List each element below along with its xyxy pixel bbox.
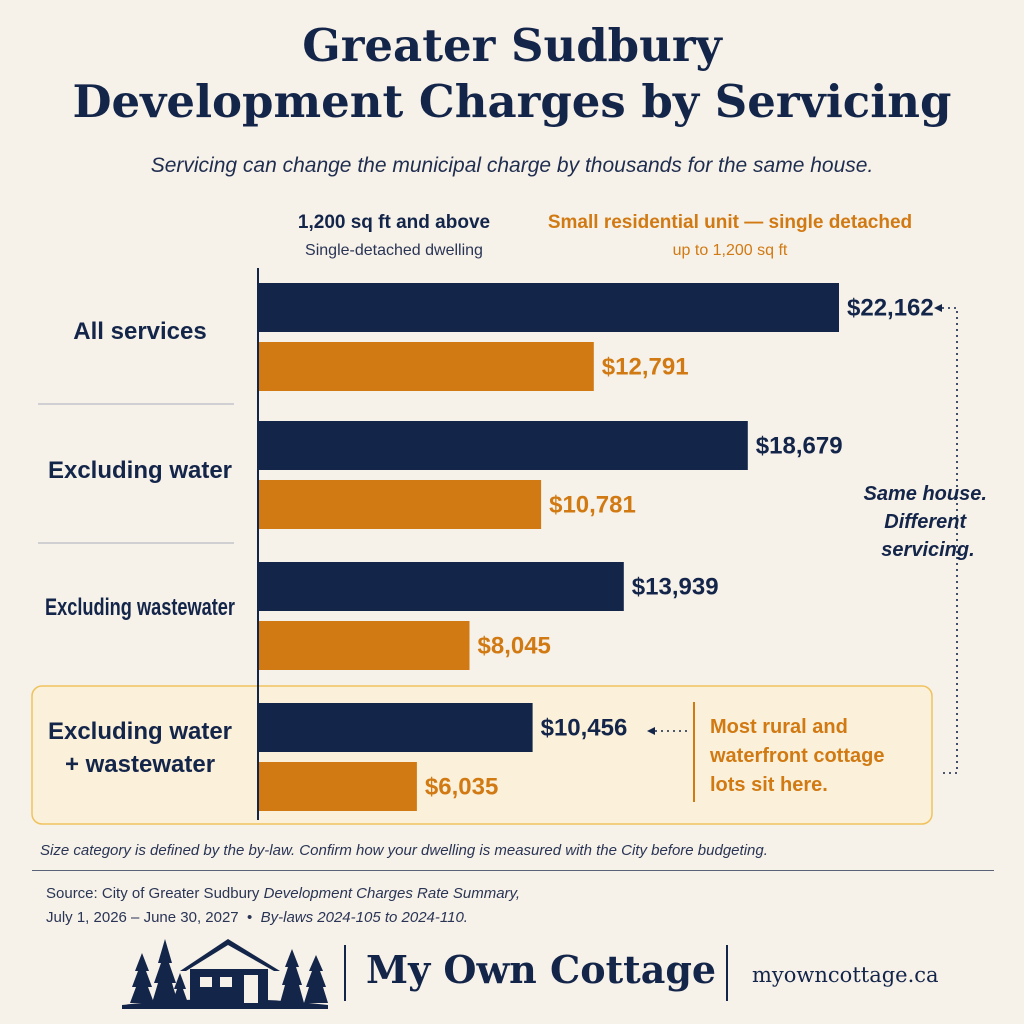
value-label: $22,162 [847, 295, 934, 322]
value-label: $6,035 [425, 774, 498, 801]
category-label: Excluding wastewater [45, 594, 235, 621]
bracket-note-line-2: Different [884, 511, 967, 533]
source-separator: • [247, 909, 253, 926]
brand-footer: My Own Cottage myowncottage.ca [120, 925, 940, 1015]
value-label: $13,939 [632, 574, 719, 601]
legend-series2-subtitle: up to 1,200 sq ft [672, 242, 788, 259]
subtitle: Servicing can change the municipal charg… [150, 154, 874, 177]
brand-name: My Own Cottage [366, 947, 717, 992]
legend-series1-title: 1,200 sq ft and above [297, 212, 491, 233]
value-label: $18,679 [756, 433, 843, 460]
legend-series2-title: Small residential unit — single detached [547, 212, 913, 233]
rural-note-line-3: lots sit here. [710, 774, 828, 796]
category-label: Excluding water + wastewater [48, 718, 232, 778]
value-label: $8,045 [478, 633, 551, 660]
footnote: Size category is defined by the by-law. … [40, 842, 768, 859]
footer-divider [32, 870, 994, 871]
rural-note-line-1: Most rural and [710, 716, 848, 738]
rural-note-line-2: waterfront cottage [709, 745, 884, 767]
bar-large-dwelling [259, 283, 839, 332]
page-title: Greater Sudbury Development Charges by S… [0, 18, 1024, 130]
title-line-1: Greater Sudbury [302, 19, 722, 72]
category-label: Excluding water [48, 457, 232, 484]
value-label: $10,781 [549, 492, 636, 519]
category-label-line: Excluding water [48, 718, 232, 745]
source-citation: Source: City of Greater Sudbury Developm… [46, 882, 946, 930]
value-label: $10,456 [541, 715, 628, 742]
source-dates: July 1, 2026 – June 30, 2027 [46, 909, 239, 926]
bar-small-unit [259, 762, 417, 811]
legend-series1-subtitle: Single-detached dwelling [305, 242, 483, 259]
bracket-connector [940, 307, 958, 774]
bar-large-dwelling [259, 421, 748, 470]
brand-url: myowncottage.ca [752, 963, 939, 987]
rural-note-arrowhead [647, 727, 655, 735]
bracket-note-line-1: Same house. [864, 483, 987, 505]
bar-small-unit [259, 621, 470, 670]
cottage-pine-trees-logo-icon [122, 939, 328, 1009]
rural-note: Most rural and waterfront cottage lots s… [709, 716, 890, 796]
bar-small-unit [259, 342, 594, 391]
bracket-note: Same house. Different servicing. [864, 483, 993, 561]
bracket-note-line-3: servicing. [881, 539, 974, 561]
bar-large-dwelling [259, 703, 533, 752]
source-title: Development Charges Rate Summary, [263, 885, 521, 902]
brand-divider-right [726, 945, 728, 1001]
bar-small-unit [259, 480, 542, 529]
category-label-line: + wastewater [65, 751, 215, 778]
bar-large-dwelling [259, 562, 624, 611]
brand-divider-left [344, 945, 346, 1001]
value-label: $12,791 [602, 354, 689, 381]
category-label: All services [73, 318, 206, 345]
title-line-2: Development Charges by Servicing [72, 75, 952, 128]
source-prefix: Source: City of Greater Sudbury [46, 885, 264, 902]
source-bylaws: By-laws 2024-105 to 2024-110. [260, 909, 468, 926]
bracket-arrowhead [934, 304, 942, 312]
